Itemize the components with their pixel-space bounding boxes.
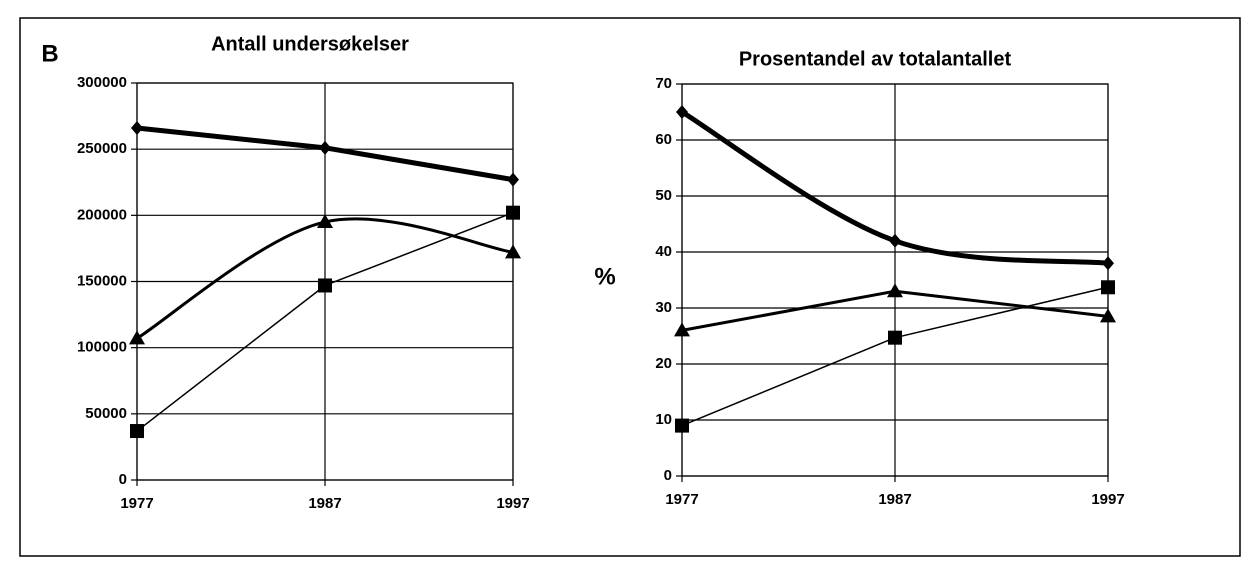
marker-triangle — [505, 244, 521, 259]
marker-triangle — [674, 322, 690, 337]
marker-square — [506, 205, 520, 220]
marker-diamond — [131, 120, 143, 135]
y-tick-label: 20 — [655, 355, 672, 372]
y-tick-label: 0 — [119, 471, 127, 488]
y-tick-label: 250000 — [77, 140, 127, 157]
y-tick-label: 30 — [655, 299, 672, 316]
y-tick-label: 40 — [655, 243, 672, 260]
marker-triangle — [129, 330, 145, 345]
plot-area — [136, 82, 514, 481]
y-tick-label: 10 — [655, 411, 672, 428]
marker-diamond — [889, 233, 901, 248]
y-tick-label: 0 — [664, 467, 672, 484]
frame — [19, 17, 1241, 557]
y-tick-label: 70 — [655, 75, 672, 92]
marker-diamond — [319, 140, 331, 155]
y-axis-label: % — [594, 263, 615, 290]
marker-square — [675, 418, 689, 433]
marker-square — [318, 278, 332, 293]
y-tick-label: 50000 — [85, 405, 127, 422]
y-tick-label: 50 — [655, 187, 672, 204]
x-tick-label: 1987 — [308, 495, 341, 512]
marker-triangle — [317, 213, 333, 228]
marker-square — [1101, 280, 1115, 295]
marker-square — [888, 330, 902, 345]
marker-diamond — [676, 105, 688, 119]
x-tick-label: 1977 — [120, 495, 153, 512]
x-tick-label: 1997 — [1091, 491, 1124, 508]
chart-title: Prosentandel av totalantallet — [739, 48, 1012, 70]
chart-title: Antall undersøkelser — [211, 33, 409, 55]
y-tick-label: 150000 — [77, 272, 127, 289]
x-tick-label: 1977 — [665, 491, 698, 508]
plot-area — [681, 83, 1109, 477]
x-tick-label: 1997 — [496, 495, 529, 512]
marker-triangle — [1100, 308, 1116, 323]
x-tick-label: 1987 — [878, 491, 911, 508]
panel-label: B — [41, 40, 58, 67]
marker-diamond — [1102, 256, 1114, 271]
marker-square — [130, 424, 144, 439]
marker-triangle — [887, 283, 903, 298]
y-tick-label: 200000 — [77, 206, 127, 223]
y-tick-label: 100000 — [77, 339, 127, 356]
marker-diamond — [507, 172, 519, 187]
y-tick-label: 60 — [655, 131, 672, 148]
y-tick-label: 300000 — [77, 74, 127, 91]
